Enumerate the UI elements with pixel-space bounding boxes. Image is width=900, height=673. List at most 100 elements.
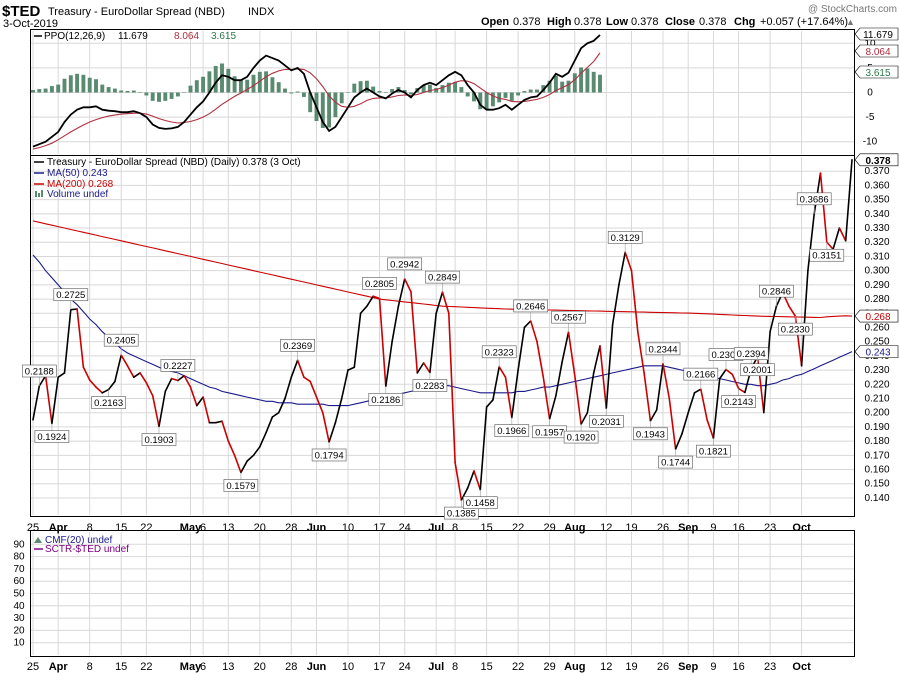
price-callout: 0.2143 [721, 388, 756, 408]
price-callout: 0.2166 [683, 367, 719, 390]
price-segment [315, 396, 324, 414]
price-segment [44, 374, 53, 425]
price-y-tick-label: 0.290 [864, 280, 889, 291]
price-segment [410, 291, 419, 374]
high-value: 0.378 [574, 16, 602, 28]
ohlc-readout: Open 0.378 High 0.378 Low 0.378 Close 0.… [481, 16, 855, 28]
price-callout: 0.2405 [103, 333, 139, 356]
price-segment [88, 379, 97, 388]
price-segment [529, 320, 538, 343]
callout-box [412, 379, 448, 392]
callout-box [796, 192, 832, 206]
callout-box [658, 455, 693, 469]
ppo-histogram-bar [56, 84, 61, 93]
callout-box [362, 277, 397, 290]
price-segment [504, 376, 513, 419]
ppo-histogram-bar [339, 92, 344, 104]
price-segment [473, 470, 482, 491]
price-segment [844, 159, 853, 242]
price-segment [510, 369, 519, 419]
price-callout: 0.1920 [563, 424, 599, 444]
price-segment [114, 354, 122, 383]
price-segment [107, 380, 116, 391]
price-y-tick-label: 0.220 [864, 379, 889, 390]
price-segment [366, 295, 375, 307]
callout-label: 0.2323 [485, 347, 514, 358]
price-segment [57, 372, 66, 378]
x-tick-label: 28 [285, 661, 297, 673]
callout-box [34, 430, 70, 443]
price-segment [265, 416, 274, 434]
ppo-histogram-bar [459, 87, 464, 93]
ppo-histogram-bar [383, 92, 388, 93]
x-tick-label: 8 [87, 661, 93, 673]
ppo-histogram-bar [207, 71, 212, 93]
x-tick-label: 23 [764, 661, 776, 673]
price-segment [800, 269, 809, 367]
price-segment [517, 326, 526, 371]
price-callout: 0.1385 [444, 500, 479, 520]
price-callout: 0.2323 [481, 345, 517, 367]
x-tick-label: Oct [792, 522, 811, 534]
callout-box [425, 270, 460, 284]
callout-label: 0.2394 [737, 349, 766, 360]
x-tick-label: 25 [27, 661, 39, 673]
callout-label: 0.2725 [56, 290, 85, 301]
x-tick-label: 8 [87, 522, 93, 534]
price-callout: 0.3151 [809, 242, 845, 262]
callout-label: 0.1903 [144, 435, 173, 446]
ppo-histogram-bar [301, 92, 306, 97]
callout-box [368, 392, 404, 406]
ppo-histogram-bar [37, 89, 42, 93]
ppo-histogram-bar [503, 92, 508, 98]
price-segment [290, 359, 299, 378]
price-callout: 0.3129 [607, 231, 643, 253]
price-segment [725, 368, 734, 376]
price-segment [384, 340, 393, 388]
price-segment [618, 251, 627, 286]
price-segment [447, 312, 456, 464]
close-last-tag-box [854, 153, 899, 167]
ppo-layer [31, 34, 602, 150]
volume-icon [35, 190, 43, 197]
price-y-tick-label: 0.150 [864, 479, 889, 490]
price-segment [284, 376, 293, 400]
price-callout: 0.1957 [532, 418, 567, 438]
price-segment [38, 374, 47, 387]
price-callout: 0.1924 [34, 423, 70, 443]
callout-box [777, 322, 813, 336]
price-callout: 0.2186 [368, 386, 404, 406]
price-legend: Treasury - EuroDollar Spread (NBD) (Dail… [34, 157, 301, 200]
callout-label: 0.2001 [743, 365, 772, 376]
x-tick-label: 22 [512, 522, 524, 534]
ppo-histogram-bar [440, 85, 445, 93]
ppo-histogram-bar [106, 87, 111, 93]
callout-label: 0.2330 [781, 325, 810, 336]
price-segment [668, 397, 677, 450]
sctr-legend-text: SCTR-$TED undef [45, 544, 129, 555]
callout-label: 0.1943 [636, 429, 665, 440]
price-y-tick-label: 0.250 [864, 337, 889, 348]
ppo-histogram-bar [371, 86, 376, 93]
x-tick-label: 20 [254, 522, 266, 534]
x-tick-label: 29 [543, 522, 555, 534]
symbol: $TED [2, 3, 41, 20]
exchange: INDX [248, 6, 275, 18]
price-segment [832, 227, 841, 250]
price-y-tick-label: 0.360 [864, 180, 889, 191]
ppo-y-tick-label: 10 [864, 38, 876, 49]
cmf-legend-text: CMF(20) undef [45, 535, 112, 546]
callout-label: 0.2567 [554, 313, 583, 324]
cmf-y-tick-label: 10 [13, 638, 25, 649]
ppo-histogram-bar [572, 73, 577, 93]
ppo-histogram-bar [352, 83, 357, 93]
price-segment [240, 460, 248, 474]
ppo-histogram-bar [333, 92, 338, 118]
price-segment [76, 308, 85, 369]
ppo-y-tick-label: 0 [867, 88, 873, 99]
callout-box [607, 231, 643, 244]
signal-last-tag-text: 8.064 [865, 47, 890, 58]
price-segment [586, 372, 595, 414]
price-callout: 0.2227 [160, 359, 196, 381]
price-segment [258, 431, 267, 448]
